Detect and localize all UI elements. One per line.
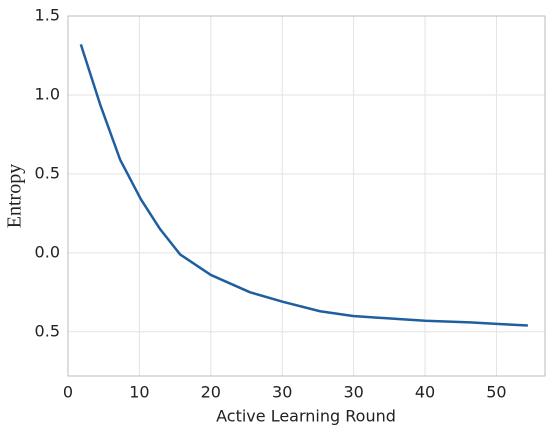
line bbox=[79, 44, 528, 327]
y-axis-label: Entropy bbox=[4, 164, 26, 228]
x-tick-label: 50 bbox=[486, 383, 506, 402]
x-axis-label: Active Learning Round bbox=[216, 407, 396, 426]
plot-frame bbox=[67, 15, 546, 377]
x-tick-label: 30 bbox=[272, 383, 292, 402]
x-tick-label: 30 bbox=[343, 383, 363, 402]
x-tick-label: 10 bbox=[129, 383, 149, 402]
x-tick-label: 40 bbox=[415, 383, 435, 402]
y-tick-label: 0.5 bbox=[35, 321, 60, 340]
y-tick-label: 1.0 bbox=[35, 84, 60, 103]
y-tick-label: 1.5 bbox=[35, 6, 60, 25]
y-tick-label: 0.0 bbox=[35, 242, 60, 261]
x-tick-label: 0 bbox=[63, 383, 73, 402]
x-tick-label: 20 bbox=[201, 383, 221, 402]
y-tick-label: 0.5 bbox=[35, 163, 60, 182]
